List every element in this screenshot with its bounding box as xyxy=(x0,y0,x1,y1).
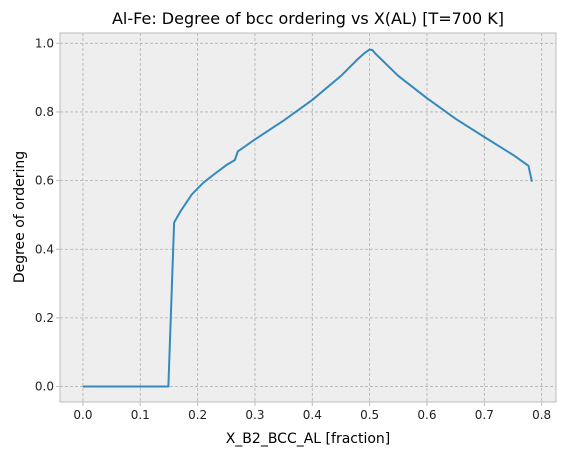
series-layer xyxy=(82,48,533,388)
plot-background xyxy=(60,33,556,402)
y-tick-label: 0.0 xyxy=(35,380,54,394)
y-tick-label: 1.0 xyxy=(35,36,54,50)
x-tick-label: 0.6 xyxy=(417,408,436,422)
x-tick-label: 0.1 xyxy=(131,408,150,422)
chart-title: Al-Fe: Degree of bcc ordering vs X(AL) [… xyxy=(112,9,504,28)
y-tick-label: 0.8 xyxy=(35,105,54,119)
x-tick-label: 0.5 xyxy=(360,408,379,422)
x-tick-label: 0.4 xyxy=(303,408,322,422)
x-tick-label: 0.8 xyxy=(532,408,551,422)
ticks: 0.0 0.1 0.2 0.3 0.4 0.5 0.6 0.7 0.8 0.0 0.2 0.4 0.6 0… xyxy=(35,36,551,422)
y-tick-label: 0.2 xyxy=(35,311,54,325)
y-axis-label: Degree of ordering xyxy=(12,151,28,283)
x-tick-label: 0.3 xyxy=(245,408,264,422)
y-tick-label: 0.6 xyxy=(35,174,54,188)
series-line xyxy=(82,48,533,388)
x-axis-label: X_B2_BCC_AL [fraction] xyxy=(226,431,391,447)
x-tick-label: 0.2 xyxy=(188,408,207,422)
x-tick-label: 0.7 xyxy=(475,408,494,422)
y-tick-label: 0.4 xyxy=(35,242,54,256)
x-tick-label: 0.0 xyxy=(73,408,92,422)
plot-frame xyxy=(59,32,557,403)
